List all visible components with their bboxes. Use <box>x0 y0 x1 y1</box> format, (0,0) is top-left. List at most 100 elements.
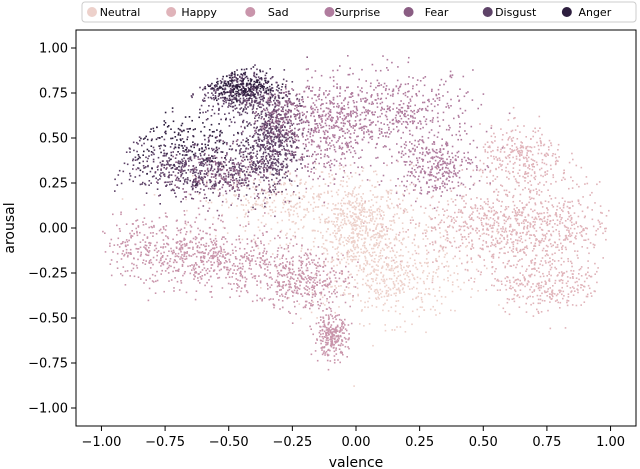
data-point <box>416 281 419 284</box>
data-point <box>288 219 290 221</box>
data-point <box>363 268 365 270</box>
data-point <box>319 326 322 328</box>
data-point <box>331 195 333 198</box>
data-point <box>540 223 543 225</box>
data-point <box>508 287 511 289</box>
data-point <box>336 86 338 88</box>
data-point <box>335 120 338 122</box>
data-point <box>361 170 364 172</box>
data-point <box>327 228 329 230</box>
data-point <box>308 287 311 290</box>
data-point <box>434 309 436 311</box>
data-point <box>377 265 379 267</box>
data-point <box>358 173 361 176</box>
data-point <box>322 252 325 255</box>
data-point <box>201 275 204 277</box>
data-point <box>362 244 364 247</box>
data-point <box>386 299 388 301</box>
data-point <box>297 287 300 289</box>
data-point <box>280 246 283 249</box>
data-point <box>513 214 516 217</box>
data-point <box>262 215 264 217</box>
data-point <box>537 298 540 301</box>
data-point <box>561 282 564 284</box>
data-point <box>490 227 493 229</box>
data-point <box>482 171 484 174</box>
data-point <box>564 239 567 241</box>
data-point <box>594 290 596 293</box>
data-point <box>150 261 153 264</box>
data-point <box>349 248 352 251</box>
data-point <box>361 126 364 129</box>
data-point <box>327 321 330 324</box>
data-point <box>293 278 295 280</box>
data-point <box>347 220 350 222</box>
data-point <box>379 208 381 211</box>
data-point <box>341 112 344 114</box>
data-point <box>396 111 398 113</box>
data-point <box>552 230 555 233</box>
data-point <box>555 294 558 297</box>
data-point <box>534 216 537 219</box>
data-point <box>463 200 465 202</box>
data-point <box>554 223 556 225</box>
data-point <box>465 92 468 94</box>
data-point <box>342 223 345 226</box>
data-point <box>516 278 519 281</box>
data-point <box>307 248 309 251</box>
data-point <box>416 308 419 311</box>
data-point <box>486 141 489 143</box>
data-point <box>535 238 537 240</box>
data-point <box>572 180 574 182</box>
data-point <box>476 210 479 212</box>
data-point <box>191 241 193 244</box>
data-point <box>213 247 216 249</box>
data-point <box>549 164 552 167</box>
data-point <box>422 77 425 79</box>
data-point <box>442 235 445 237</box>
data-point <box>344 280 347 282</box>
data-point <box>282 265 284 267</box>
data-point <box>355 258 357 261</box>
data-point <box>333 338 336 340</box>
data-point <box>540 144 542 147</box>
data-point <box>451 225 454 228</box>
data-point <box>382 309 384 312</box>
data-point <box>317 303 320 306</box>
data-point <box>353 213 356 216</box>
data-point <box>556 209 558 211</box>
data-point <box>515 155 518 158</box>
data-point <box>326 130 329 133</box>
data-point <box>143 204 146 206</box>
data-point <box>333 359 336 361</box>
data-point <box>387 227 389 230</box>
data-point <box>401 283 404 286</box>
data-point <box>167 272 170 274</box>
data-point <box>308 290 310 293</box>
data-point <box>246 257 248 260</box>
data-point <box>348 274 351 276</box>
data-point <box>604 230 607 233</box>
data-point <box>600 211 602 214</box>
data-point <box>602 232 604 235</box>
data-point <box>484 213 486 216</box>
data-point <box>428 100 430 103</box>
data-point <box>384 114 387 117</box>
data-point <box>246 291 249 294</box>
data-point <box>530 303 532 306</box>
data-point <box>549 257 551 259</box>
data-point <box>323 324 326 327</box>
data-point <box>605 227 607 230</box>
data-point <box>555 215 558 218</box>
data-point <box>280 183 283 186</box>
data-point <box>252 255 255 257</box>
data-point <box>549 238 551 241</box>
data-point <box>498 256 500 259</box>
data-point <box>538 215 540 218</box>
data-point <box>565 248 567 251</box>
data-point <box>560 242 562 245</box>
data-point <box>264 263 266 266</box>
data-point <box>333 146 336 148</box>
data-point <box>389 106 391 108</box>
data-point <box>367 111 369 114</box>
